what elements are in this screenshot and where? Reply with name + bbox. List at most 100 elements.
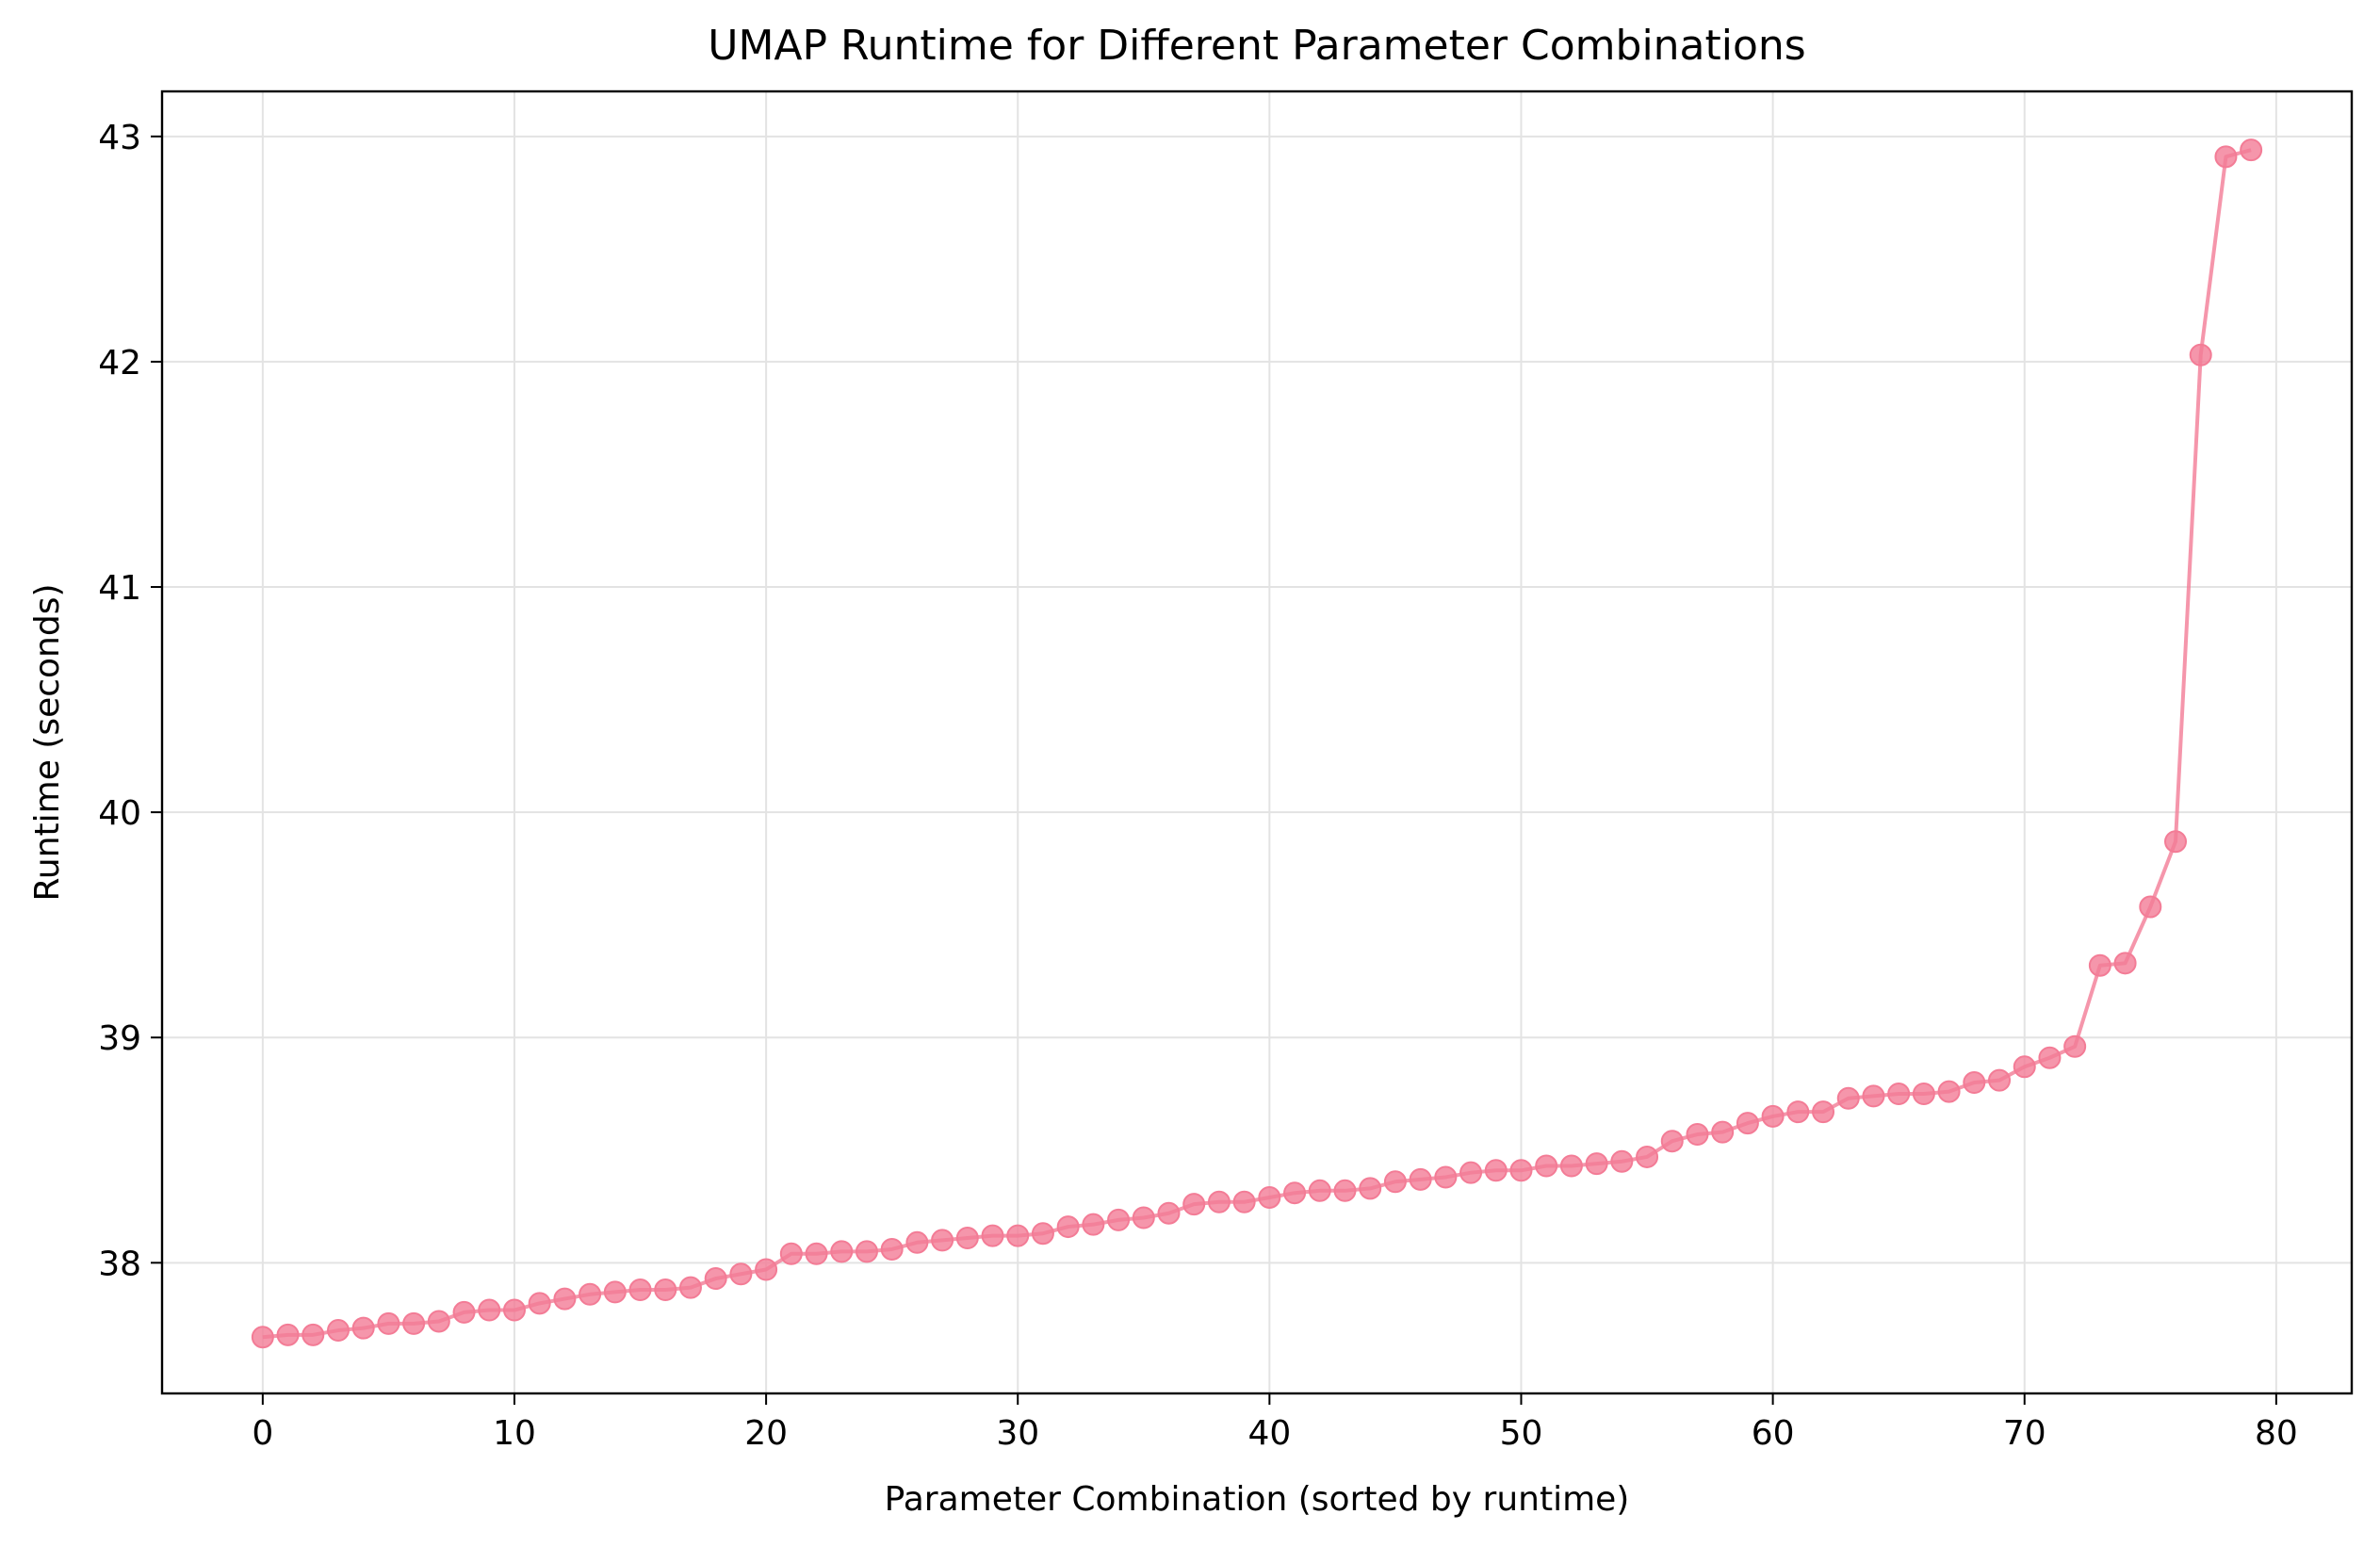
y-tick-label-1: 39 <box>98 1019 141 1058</box>
data-point-78 <box>2214 145 2238 169</box>
data-point-70 <box>2013 1055 2036 1079</box>
data-point-49 <box>1484 1159 1508 1182</box>
y-tick-label-2: 40 <box>98 794 141 833</box>
data-point-42 <box>1308 1179 1331 1202</box>
data-point-31 <box>1031 1222 1054 1246</box>
x-tick-label-2: 20 <box>744 1414 788 1453</box>
data-point-51 <box>1535 1154 1558 1178</box>
y-tick-label-0: 38 <box>98 1245 141 1283</box>
x-tick-label-8: 80 <box>2255 1414 2298 1453</box>
data-point-40 <box>1258 1185 1281 1209</box>
data-point-60 <box>1761 1104 1785 1128</box>
data-point-37 <box>1182 1193 1206 1216</box>
data-point-59 <box>1736 1112 1759 1135</box>
data-point-10 <box>502 1298 526 1322</box>
data-point-62 <box>1812 1100 1835 1124</box>
series-layer <box>251 138 2263 1349</box>
data-point-74 <box>2113 952 2137 975</box>
data-point-34 <box>1107 1208 1131 1231</box>
data-point-9 <box>478 1298 501 1322</box>
data-point-2 <box>302 1323 325 1346</box>
data-point-54 <box>1610 1149 1634 1173</box>
data-point-18 <box>704 1267 727 1291</box>
data-point-27 <box>931 1229 954 1252</box>
data-point-11 <box>528 1292 551 1315</box>
data-point-15 <box>628 1278 652 1302</box>
data-point-73 <box>2088 953 2111 977</box>
data-point-52 <box>1559 1154 1583 1178</box>
data-point-13 <box>579 1282 602 1306</box>
data-point-4 <box>351 1316 375 1340</box>
data-point-0 <box>251 1326 274 1349</box>
data-point-16 <box>654 1278 677 1302</box>
data-point-45 <box>1383 1170 1407 1194</box>
data-point-46 <box>1409 1167 1432 1191</box>
data-point-57 <box>1686 1123 1709 1147</box>
x-tick-label-5: 50 <box>1500 1414 1543 1453</box>
data-point-63 <box>1836 1086 1860 1110</box>
data-point-48 <box>1459 1161 1483 1184</box>
data-point-50 <box>1509 1159 1533 1182</box>
data-point-55 <box>1636 1145 1659 1168</box>
data-point-79 <box>2240 138 2263 162</box>
data-point-33 <box>1082 1213 1105 1236</box>
y-tick-label-5: 43 <box>98 119 141 157</box>
x-tick-label-6: 60 <box>1752 1414 1795 1453</box>
x-tick-label-3: 30 <box>996 1414 1039 1453</box>
data-point-68 <box>1963 1071 1986 1095</box>
data-point-43 <box>1333 1179 1357 1202</box>
x-axis-label: Parameter Combination (sorted by runtime… <box>885 1480 1630 1519</box>
grid <box>162 91 2352 1393</box>
data-point-58 <box>1711 1120 1735 1144</box>
data-point-44 <box>1359 1177 1382 1200</box>
data-point-28 <box>955 1227 979 1250</box>
data-point-71 <box>2038 1046 2062 1069</box>
data-point-56 <box>1660 1130 1684 1153</box>
data-point-12 <box>553 1287 577 1311</box>
y-tick-label-3: 41 <box>98 569 141 608</box>
data-point-66 <box>1912 1082 1935 1105</box>
data-point-30 <box>1006 1224 1030 1247</box>
data-point-41 <box>1283 1181 1307 1205</box>
data-point-1 <box>276 1323 300 1346</box>
data-point-26 <box>905 1230 929 1254</box>
data-point-67 <box>1937 1080 1961 1103</box>
series-line-0 <box>262 148 2252 1340</box>
y-axis-label: Runtime (seconds) <box>28 583 67 901</box>
data-point-7 <box>427 1310 450 1333</box>
data-point-35 <box>1132 1206 1155 1229</box>
data-point-53 <box>1585 1152 1608 1176</box>
data-point-19 <box>729 1262 753 1286</box>
data-point-8 <box>452 1300 476 1324</box>
data-point-20 <box>755 1258 778 1281</box>
data-point-69 <box>1988 1068 2012 1092</box>
data-point-23 <box>830 1240 854 1263</box>
data-point-65 <box>1887 1082 1911 1105</box>
data-point-5 <box>377 1311 400 1335</box>
data-point-47 <box>1434 1165 1458 1189</box>
chart-title: UMAP Runtime for Different Parameter Com… <box>708 22 1805 70</box>
x-tick-label-0: 0 <box>252 1414 273 1453</box>
data-point-75 <box>2139 895 2162 919</box>
data-point-38 <box>1207 1190 1231 1213</box>
data-point-32 <box>1056 1215 1080 1239</box>
y-tick-label-4: 42 <box>98 344 141 383</box>
data-point-36 <box>1157 1201 1181 1225</box>
data-point-39 <box>1232 1190 1256 1213</box>
data-point-77 <box>2189 343 2212 366</box>
x-tick-label-4: 40 <box>1247 1414 1291 1453</box>
data-point-22 <box>805 1242 828 1265</box>
data-point-25 <box>880 1237 904 1261</box>
data-point-21 <box>779 1242 803 1265</box>
data-point-61 <box>1786 1100 1810 1124</box>
data-point-29 <box>981 1224 1004 1247</box>
data-point-64 <box>1862 1084 1885 1108</box>
plot-frame <box>160 90 2354 1395</box>
x-tick-label-7: 70 <box>2003 1414 2046 1453</box>
data-point-3 <box>326 1319 350 1343</box>
data-point-6 <box>402 1311 426 1335</box>
data-point-24 <box>855 1240 878 1263</box>
data-point-14 <box>603 1280 627 1304</box>
